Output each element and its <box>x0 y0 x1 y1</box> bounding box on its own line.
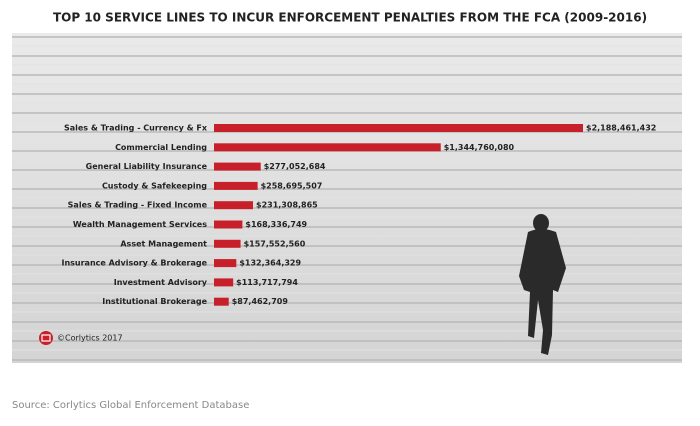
category-label: Insurance Advisory & Brokerage <box>61 259 207 268</box>
value-label: $113,717,794 <box>236 278 298 287</box>
bar <box>214 201 254 210</box>
value-label: $87,462,709 <box>232 297 289 306</box>
person-silhouette <box>519 214 566 355</box>
category-label: Institutional Brokerage <box>102 297 207 306</box>
value-label: $1,344,760,080 <box>444 143 515 152</box>
category-label: Sales & Trading - Currency & Fx <box>64 124 208 133</box>
value-label: $277,052,684 <box>264 162 326 171</box>
value-label: $157,552,560 <box>244 239 306 248</box>
category-label: Sales & Trading - Fixed Income <box>68 201 208 210</box>
bar <box>214 297 229 306</box>
value-label: $231,308,865 <box>256 201 318 210</box>
bar <box>214 220 243 229</box>
category-label: Investment Advisory <box>114 278 208 287</box>
category-label: General Liability Insurance <box>86 162 208 171</box>
source: Source: Corlytics Global Enforcement Dat… <box>12 400 249 411</box>
bar <box>214 162 261 171</box>
category-label: Wealth Management Services <box>73 220 207 229</box>
value-label: $132,364,329 <box>239 259 301 268</box>
logo <box>39 331 53 345</box>
bar <box>214 259 237 268</box>
value-label: $2,188,461,432 <box>586 124 656 133</box>
bar <box>214 181 258 190</box>
value-label: $258,695,507 <box>261 181 323 190</box>
category-label: Commercial Lending <box>115 143 207 152</box>
bar <box>214 239 241 248</box>
bar <box>214 278 234 287</box>
category-label: Custody & Safekeeping <box>102 181 207 190</box>
value-label: $168,336,749 <box>245 220 307 229</box>
chart-title: TOP 10 SERVICE LINES TO INCUR ENFORCEMEN… <box>53 11 647 25</box>
credit: ©Corlytics 2017 <box>57 334 123 343</box>
category-label: Asset Management <box>120 239 207 248</box>
stairs <box>12 33 682 363</box>
bar <box>214 124 583 132</box>
bar <box>214 143 441 152</box>
